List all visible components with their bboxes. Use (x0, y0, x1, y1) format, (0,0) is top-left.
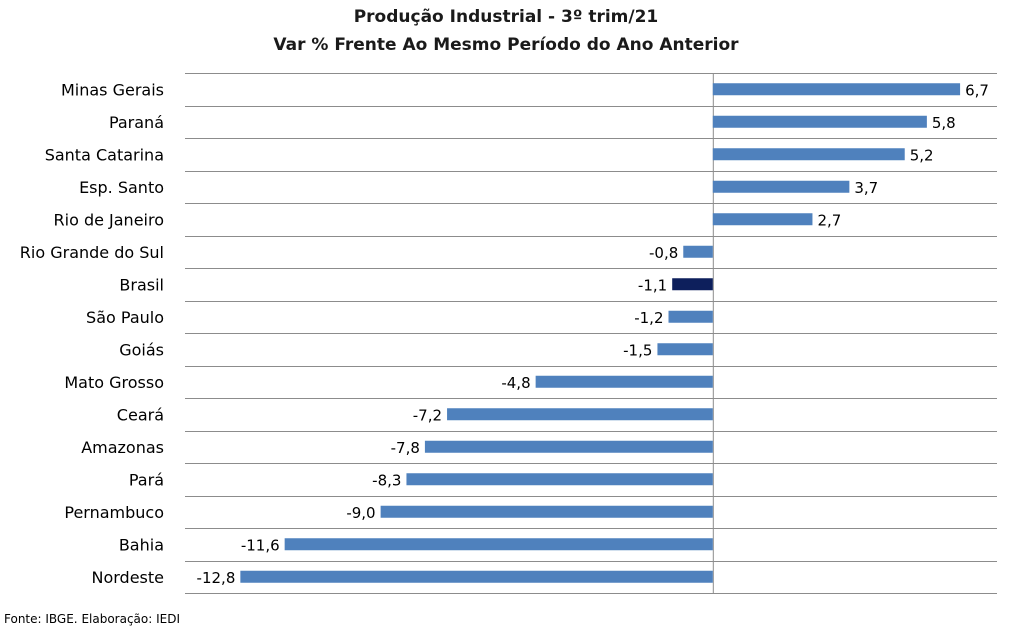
data-label: 2,7 (817, 211, 841, 229)
data-label: -8,3 (372, 471, 401, 489)
bar (712, 115, 927, 128)
category-label: Santa Catarina (45, 145, 164, 164)
data-label: -1,5 (623, 341, 652, 359)
category-label: Esp. Santo (79, 178, 164, 197)
category-label: Paraná (109, 113, 164, 132)
source-note: Fonte: IBGE. Elaboração: IEDI (4, 612, 181, 626)
bar (712, 180, 850, 193)
bar (657, 343, 713, 356)
data-label: -12,8 (197, 569, 236, 587)
data-label: -9,0 (346, 504, 375, 522)
category-label: Nordeste (91, 568, 164, 587)
data-label: -11,6 (241, 536, 280, 554)
category-label: Brasil (119, 275, 164, 294)
data-label: -4,8 (501, 374, 530, 392)
category-label: Pará (129, 470, 164, 489)
category-label: Minas Gerais (61, 80, 164, 99)
bar (683, 245, 713, 258)
data-label: -7,8 (391, 439, 420, 457)
bar (447, 408, 713, 421)
category-label: Pernambuco (64, 503, 164, 522)
category-label: Amazonas (81, 438, 164, 457)
data-label: -0,8 (649, 244, 678, 262)
category-label: Rio Grande do Sul (20, 243, 164, 262)
category-label: Rio de Janeiro (54, 210, 165, 229)
bar (672, 278, 713, 291)
category-label: Mato Grosso (64, 373, 164, 392)
chart-title: Produção Industrial - 3º trim/21 (353, 7, 659, 27)
data-label: -1,1 (638, 276, 667, 294)
data-label: 5,8 (932, 114, 956, 132)
chart-subtitle: Var % Frente Ao Mesmo Período do Ano Ant… (273, 35, 739, 55)
category-label: Ceará (117, 405, 164, 424)
bar (424, 440, 713, 453)
category-label: Bahia (119, 535, 164, 554)
bar (380, 505, 713, 518)
data-label: -1,2 (634, 309, 663, 327)
data-label: 5,2 (910, 146, 934, 164)
bar (712, 83, 961, 96)
bar (712, 148, 905, 161)
bar (712, 213, 813, 226)
category-label: São Paulo (86, 308, 164, 327)
bar (535, 375, 713, 388)
data-label: -7,2 (413, 406, 442, 424)
data-label: 3,7 (854, 179, 878, 197)
data-label: 6,7 (965, 81, 989, 99)
bar (240, 570, 713, 583)
category-label: Goiás (119, 340, 164, 359)
bar (668, 310, 713, 323)
bar (406, 473, 713, 486)
bar (284, 538, 713, 551)
